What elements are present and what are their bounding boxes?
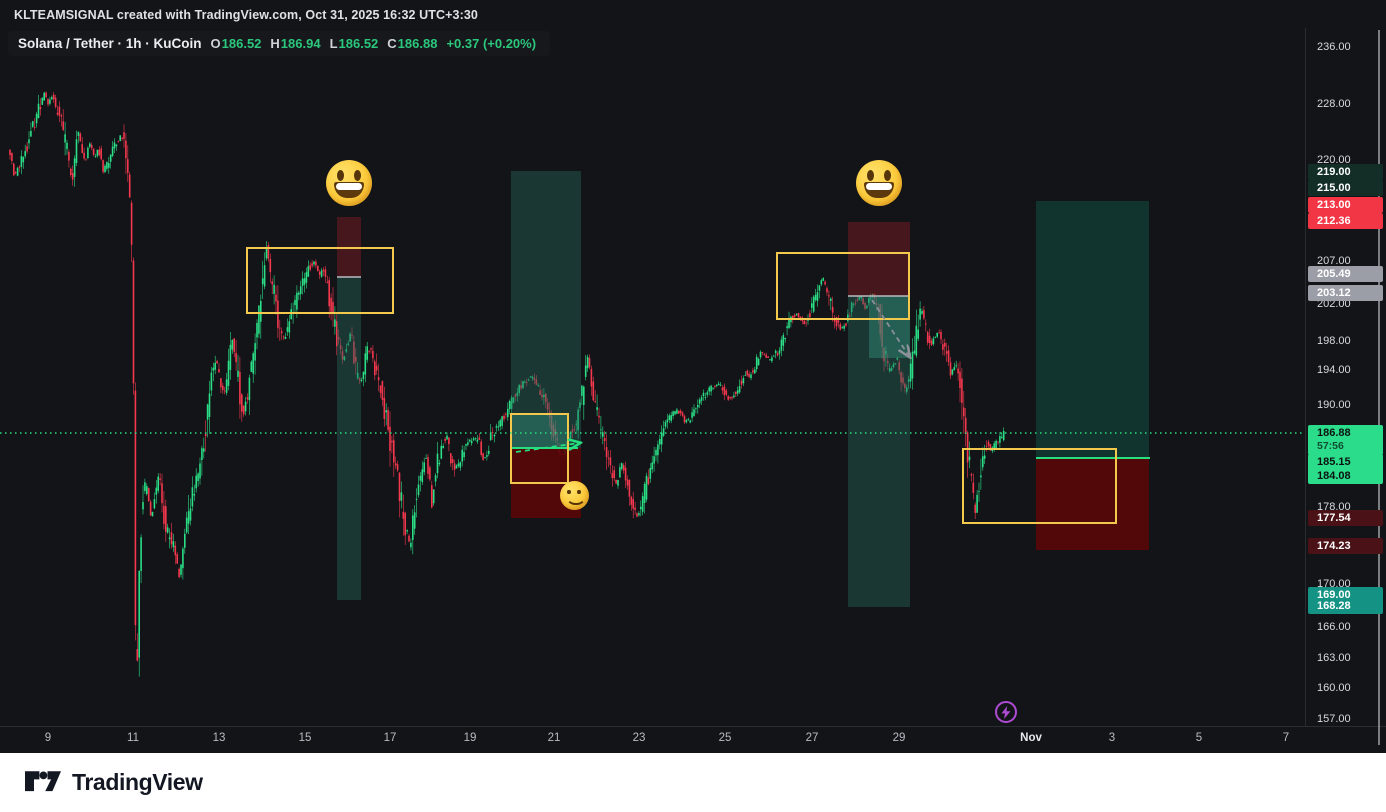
emoji-mouth: [334, 181, 364, 199]
time-label-3: 3: [1108, 732, 1116, 744]
price-label-16828: 168.28: [1308, 598, 1383, 614]
time-label-21: 21: [547, 732, 561, 744]
chart-area[interactable]: 236.00 228.00 220.00 207.00 202.00 198.00 194.…: [0, 28, 1386, 726]
price-label-22800: 228.00: [1317, 98, 1351, 110]
time-label-17: 17: [383, 732, 397, 744]
demand-zone-d-risk[interactable]: [1036, 458, 1149, 550]
emoji-mouth: [864, 181, 894, 199]
time-label-7: 7: [1282, 732, 1290, 744]
tradingview-brand: TradingView: [25, 769, 203, 796]
price-label-16000: 160.00: [1317, 682, 1351, 694]
ohlc-value-h: 186.94: [280, 36, 321, 51]
tradingview-wordmark: TradingView: [72, 769, 203, 795]
price-label-16300: 163.00: [1317, 652, 1351, 664]
bar-countdown: 57:56: [1317, 440, 1344, 452]
zones-layer: [337, 171, 1149, 607]
price-label-17423: 174.23: [1308, 538, 1383, 554]
time-label-nov: Nov: [1020, 732, 1042, 744]
time-label-9: 9: [44, 732, 52, 744]
change-readout: +0.37 (+0.20%): [446, 36, 537, 51]
ohlc-key-o: O: [210, 36, 221, 51]
snapshot-caption: KLTEAMSIGNAL created with TradingView.co…: [14, 8, 478, 22]
price-label-19000: 190.00: [1317, 399, 1351, 411]
range-box-1[interactable]: [246, 247, 394, 314]
price-label-21500: 215.00: [1308, 180, 1383, 196]
emoji-eye: [337, 170, 344, 182]
ohlc-value-o: 186.52: [221, 36, 262, 51]
ohlc-value-c: 186.88: [397, 36, 438, 51]
price-label-19800: 198.00: [1317, 335, 1351, 347]
supply-zone-a-profit[interactable]: [337, 277, 361, 600]
candlestick-plot[interactable]: [0, 28, 1305, 726]
tradingview-logo-icon: [25, 770, 61, 791]
emoji-mouth: [566, 488, 586, 506]
arrows-layer: [515, 299, 909, 453]
range-box-3[interactable]: [776, 252, 910, 320]
slightly-smiling-face-emoji[interactable]: [559, 480, 589, 510]
time-label-13: 13: [212, 732, 226, 744]
price-label-20549: 205.49: [1308, 266, 1383, 282]
event-lightning-icon[interactable]: [995, 701, 1017, 723]
scrollbar[interactable]: [1378, 30, 1380, 745]
demand-zone-d-profit[interactable]: [1036, 201, 1149, 458]
candles-layer: [9, 91, 1005, 677]
time-label-25: 25: [718, 732, 732, 744]
emoji-eye: [867, 170, 874, 182]
emoji-eye: [354, 170, 361, 182]
footer: TradingView: [0, 753, 1386, 812]
time-label-29: 29: [892, 732, 906, 744]
price-label-18408: 184.08: [1308, 468, 1383, 484]
breakdown-arrow-c[interactable]: [871, 299, 909, 356]
ohlc-key-c: C: [387, 36, 397, 51]
price-axis[interactable]: 236.00 228.00 220.00 207.00 202.00 198.00 194.…: [1305, 28, 1386, 726]
demand-zone-b-entry[interactable]: [511, 415, 568, 448]
time-label-11: 11: [127, 732, 139, 744]
symbol-legend: Solana / Tether · 1h · KuCoin O 186.52 H 18…: [8, 31, 551, 56]
yellow-boxes-layer: [246, 247, 1117, 524]
price-label-18515: 185.15: [1308, 454, 1383, 470]
time-label-27: 27: [805, 732, 819, 744]
price-label-19400: 194.00: [1317, 364, 1351, 376]
ohlc-value-l: 186.52: [338, 36, 379, 51]
time-label-23: 23: [632, 732, 646, 744]
price-label-15700: 157.00: [1317, 713, 1351, 725]
price-label-22000: 220.00: [1317, 154, 1351, 166]
price-label-20312: 203.12: [1308, 285, 1383, 301]
levels-layer: [337, 276, 1150, 459]
grinning-face-emoji-2[interactable]: [856, 160, 902, 206]
price-label-21300: 213.00: [1308, 197, 1383, 213]
price-label-21900: 219.00: [1308, 164, 1383, 180]
time-label-19: 19: [463, 732, 477, 744]
time-axis[interactable]: 9 11 13 15 17 19 21 23 25 27 29 Nov 3 5 7: [0, 726, 1386, 754]
demand-zone-b-profit[interactable]: [511, 171, 581, 448]
ohlc-key-h: H: [270, 36, 280, 51]
price-label-16600: 166.00: [1317, 621, 1351, 633]
price-label-20200: 202.00: [1317, 298, 1351, 310]
price-label-23600: 236.00: [1317, 41, 1351, 53]
current-price-label: 186.88 57:56: [1308, 425, 1383, 455]
emoji-eye: [884, 170, 891, 182]
time-label-15: 15: [298, 732, 312, 744]
price-label-21236: 212.36: [1308, 213, 1383, 229]
ohlc-key-l: L: [329, 36, 338, 51]
symbol-title: Solana / Tether · 1h · KuCoin: [18, 36, 202, 51]
breakout-arrow-b[interactable]: [515, 443, 579, 453]
range-box-4[interactable]: [962, 448, 1117, 524]
time-label-5: 5: [1195, 732, 1203, 744]
grinning-face-emoji-1[interactable]: [326, 160, 372, 206]
supply-zone-c-risk[interactable]: [848, 222, 910, 296]
price-label-17754: 177.54: [1308, 510, 1383, 526]
price-label-20700: 207.00: [1317, 255, 1351, 267]
ohlc-readout: O 186.52 H 186.94 L 186.52 C 186.88: [211, 36, 438, 51]
